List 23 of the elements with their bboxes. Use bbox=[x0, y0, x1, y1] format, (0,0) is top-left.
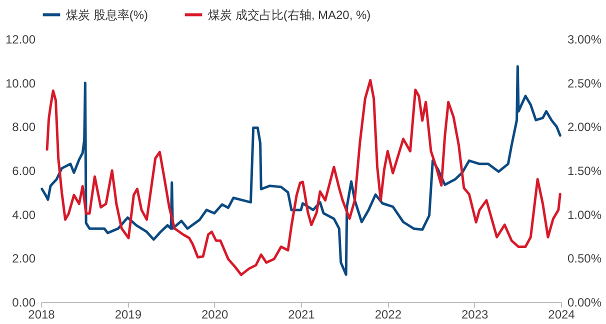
legend-label: 煤炭 股息率(%) bbox=[66, 8, 148, 22]
y-tick-label: 2.00 bbox=[12, 252, 36, 266]
y2-tick-label: 2.50% bbox=[568, 76, 602, 90]
y-tick-label: 4.00 bbox=[12, 208, 36, 222]
x-tick-label: 2022 bbox=[374, 308, 402, 322]
y2-tick-label: 1.50% bbox=[568, 164, 602, 178]
x-tick-label: 2021 bbox=[288, 308, 316, 322]
x-tick-label: 2018 bbox=[28, 308, 56, 322]
x-tick-label: 2023 bbox=[461, 308, 489, 322]
y2-tick-label: 0.00% bbox=[568, 296, 602, 310]
y2-tick-label: 0.50% bbox=[568, 252, 602, 266]
legend-label: 煤炭 成交占比(右轴, MA20, %) bbox=[208, 8, 371, 22]
y-tick-label: 6.00 bbox=[12, 164, 36, 178]
y-tick-label: 10.00 bbox=[5, 76, 36, 90]
y-tick-label: 8.00 bbox=[12, 120, 36, 134]
x-tick-label: 2020 bbox=[201, 308, 229, 322]
y-tick-label: 0.00 bbox=[12, 296, 36, 310]
y2-tick-label: 3.00% bbox=[568, 32, 602, 46]
x-tick-label: 2019 bbox=[114, 308, 142, 322]
y2-tick-label: 1.00% bbox=[568, 208, 602, 222]
y2-tick-label: 2.00% bbox=[568, 120, 602, 134]
y-tick-label: 12.00 bbox=[5, 32, 36, 46]
x-tick-label: 2024 bbox=[548, 308, 576, 322]
